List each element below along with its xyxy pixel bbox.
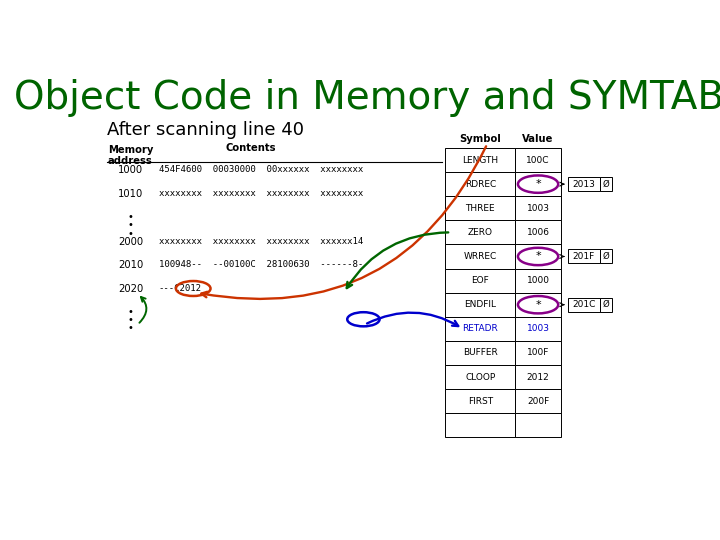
Text: •: • (127, 220, 133, 230)
Text: Object Code in Memory and SYMTAB: Object Code in Memory and SYMTAB (14, 79, 720, 117)
Bar (446, 341, 516, 365)
Bar (600, 249, 612, 264)
Bar (446, 293, 516, 317)
Text: Ø: Ø (603, 300, 610, 309)
Bar (516, 268, 561, 293)
Text: ZERO: ZERO (468, 228, 492, 237)
Bar (516, 196, 561, 220)
Text: xxxxxxxx  xxxxxxxx  xxxxxxxx  xxxxxxxx: xxxxxxxx xxxxxxxx xxxxxxxx xxxxxxxx (158, 188, 363, 198)
Text: Ø: Ø (603, 252, 610, 261)
Bar (567, 177, 600, 191)
Bar (446, 389, 516, 413)
Bar (516, 293, 561, 317)
Bar (516, 148, 561, 172)
Text: 1006: 1006 (526, 228, 549, 237)
Text: 2013: 2013 (572, 180, 595, 188)
Text: ---C2012: ---C2012 (158, 284, 202, 293)
Text: RETADR: RETADR (462, 325, 498, 333)
Bar (516, 365, 561, 389)
Bar (446, 172, 516, 196)
Bar (446, 196, 516, 220)
Text: 2020: 2020 (118, 284, 143, 294)
Text: *: * (535, 252, 541, 261)
Text: LENGTH: LENGTH (462, 156, 498, 165)
Text: THREE: THREE (466, 204, 495, 213)
Text: EOF: EOF (472, 276, 489, 285)
Bar (516, 389, 561, 413)
Bar (516, 220, 561, 245)
Text: 2000: 2000 (118, 237, 143, 247)
Text: 2012: 2012 (527, 373, 549, 382)
Text: •: • (127, 315, 133, 325)
Text: •: • (127, 307, 133, 317)
Text: WRREC: WRREC (464, 252, 497, 261)
Bar (600, 177, 612, 191)
Text: 201F: 201F (572, 252, 595, 261)
Text: 1000: 1000 (118, 165, 143, 176)
Text: *: * (535, 300, 541, 310)
Bar (516, 413, 561, 437)
Text: CLOOP: CLOOP (465, 373, 495, 382)
Bar (600, 298, 612, 312)
Text: ENDFIL: ENDFIL (464, 300, 496, 309)
Text: After scanning line 40: After scanning line 40 (107, 121, 304, 139)
Text: 454F4600  00030000  00xxxxxx  xxxxxxxx: 454F4600 00030000 00xxxxxx xxxxxxxx (158, 165, 363, 174)
Text: RDREC: RDREC (464, 180, 496, 188)
Bar (516, 317, 561, 341)
Bar (446, 245, 516, 268)
Text: 100F: 100F (527, 348, 549, 357)
Text: •: • (127, 228, 133, 239)
Text: BUFFER: BUFFER (463, 348, 498, 357)
Text: Value: Value (523, 134, 554, 144)
Bar (446, 365, 516, 389)
Text: •: • (127, 212, 133, 222)
Bar (567, 298, 600, 312)
Text: 200F: 200F (527, 397, 549, 406)
Bar (516, 245, 561, 268)
Text: 100948--  --00100C  28100630  ------8-: 100948-- --00100C 28100630 ------8- (158, 260, 363, 269)
Text: 1003: 1003 (526, 204, 549, 213)
Text: 201C: 201C (572, 300, 595, 309)
Text: FIRST: FIRST (468, 397, 493, 406)
Text: 1000: 1000 (526, 276, 549, 285)
Text: •: • (127, 323, 133, 333)
Text: Memory
address: Memory address (108, 145, 153, 166)
Bar (446, 268, 516, 293)
Text: 1003: 1003 (526, 325, 549, 333)
Bar (446, 148, 516, 172)
Text: *: * (535, 179, 541, 189)
Text: Symbol: Symbol (459, 134, 501, 144)
Bar (446, 317, 516, 341)
Text: xxxxxxxx  xxxxxxxx  xxxxxxxx  xxxxxx14: xxxxxxxx xxxxxxxx xxxxxxxx xxxxxx14 (158, 237, 363, 246)
Bar (567, 249, 600, 264)
Text: Ø: Ø (603, 180, 610, 188)
Bar (516, 172, 561, 196)
Bar (516, 341, 561, 365)
Text: Contents: Contents (225, 143, 276, 153)
Text: 2010: 2010 (118, 260, 143, 270)
Text: 100C: 100C (526, 156, 550, 165)
Text: 1010: 1010 (118, 188, 143, 199)
Bar (446, 413, 516, 437)
Bar (446, 220, 516, 245)
